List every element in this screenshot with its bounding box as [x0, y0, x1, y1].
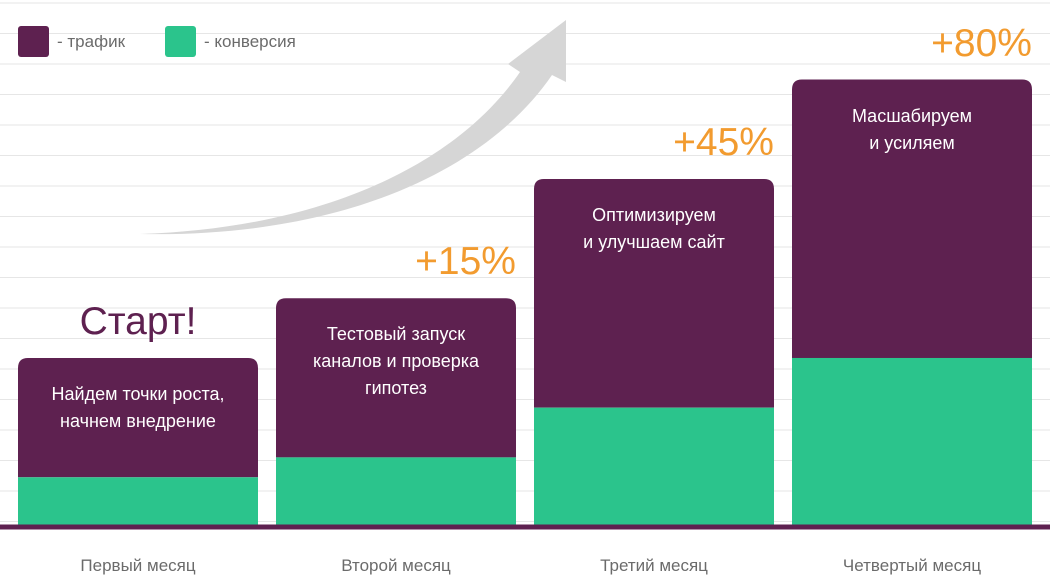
growth-label: +45% [673, 120, 774, 164]
traffic-bar-segment [276, 298, 516, 458]
bar-description: Оптимизируем и улучшаем сайт [534, 202, 774, 256]
traffic-bar-segment [18, 357, 258, 478]
bar-description-line: каналов и проверка [313, 351, 479, 372]
bar-description: Тестовый запуск каналов и проверка гипотез [276, 321, 516, 402]
bar-description-line: Тестовый запуск [326, 324, 466, 345]
legend-item-conversion: - конверсия [165, 26, 296, 57]
x-tick-label: Четвертый месяц [842, 556, 982, 575]
bar-description-line: гипотез [365, 378, 427, 399]
bar-description: Масшабируем и усиляем [792, 103, 1032, 157]
x-tick-label: Третий месяц [600, 556, 708, 575]
conversion-bar-segment [18, 477, 258, 527]
bar-description-line: и улучшаем сайт [583, 231, 725, 252]
conversion-swatch [165, 26, 196, 57]
x-tick-label: Первый месяц [80, 556, 196, 575]
legend: - трафик - конверсия [18, 26, 336, 57]
conversion-bar-segment [792, 357, 1032, 527]
traffic-swatch [18, 26, 49, 57]
traffic-bar-segment [792, 79, 1032, 358]
growth-label: +15% [415, 240, 516, 284]
bar-description-line: Масшабируем [851, 105, 972, 126]
legend-item-traffic: - трафик [18, 26, 125, 57]
growth-label: +80% [931, 21, 1032, 65]
growth-arrow-icon [140, 20, 566, 235]
bars [18, 79, 1032, 527]
bar-description-line: Оптимизируем [592, 204, 716, 225]
start-label: Старт! [79, 300, 197, 343]
bar-description-line: начнем внедрение [60, 410, 216, 431]
conversion-bar-segment [534, 407, 774, 527]
legend-conversion-label: - конверсия [204, 31, 296, 51]
traffic-bar-segment [534, 178, 774, 408]
legend-traffic-label: - трафик [57, 31, 125, 51]
x-tick-label: Второй месяц [341, 556, 451, 575]
bar-description: Найдем точки роста, начнем внедрение [18, 381, 258, 435]
bar-description-line: и усиляем [869, 132, 955, 153]
conversion-bar-segment [276, 457, 516, 527]
bar-description-line: Найдем точки роста, [51, 383, 225, 404]
